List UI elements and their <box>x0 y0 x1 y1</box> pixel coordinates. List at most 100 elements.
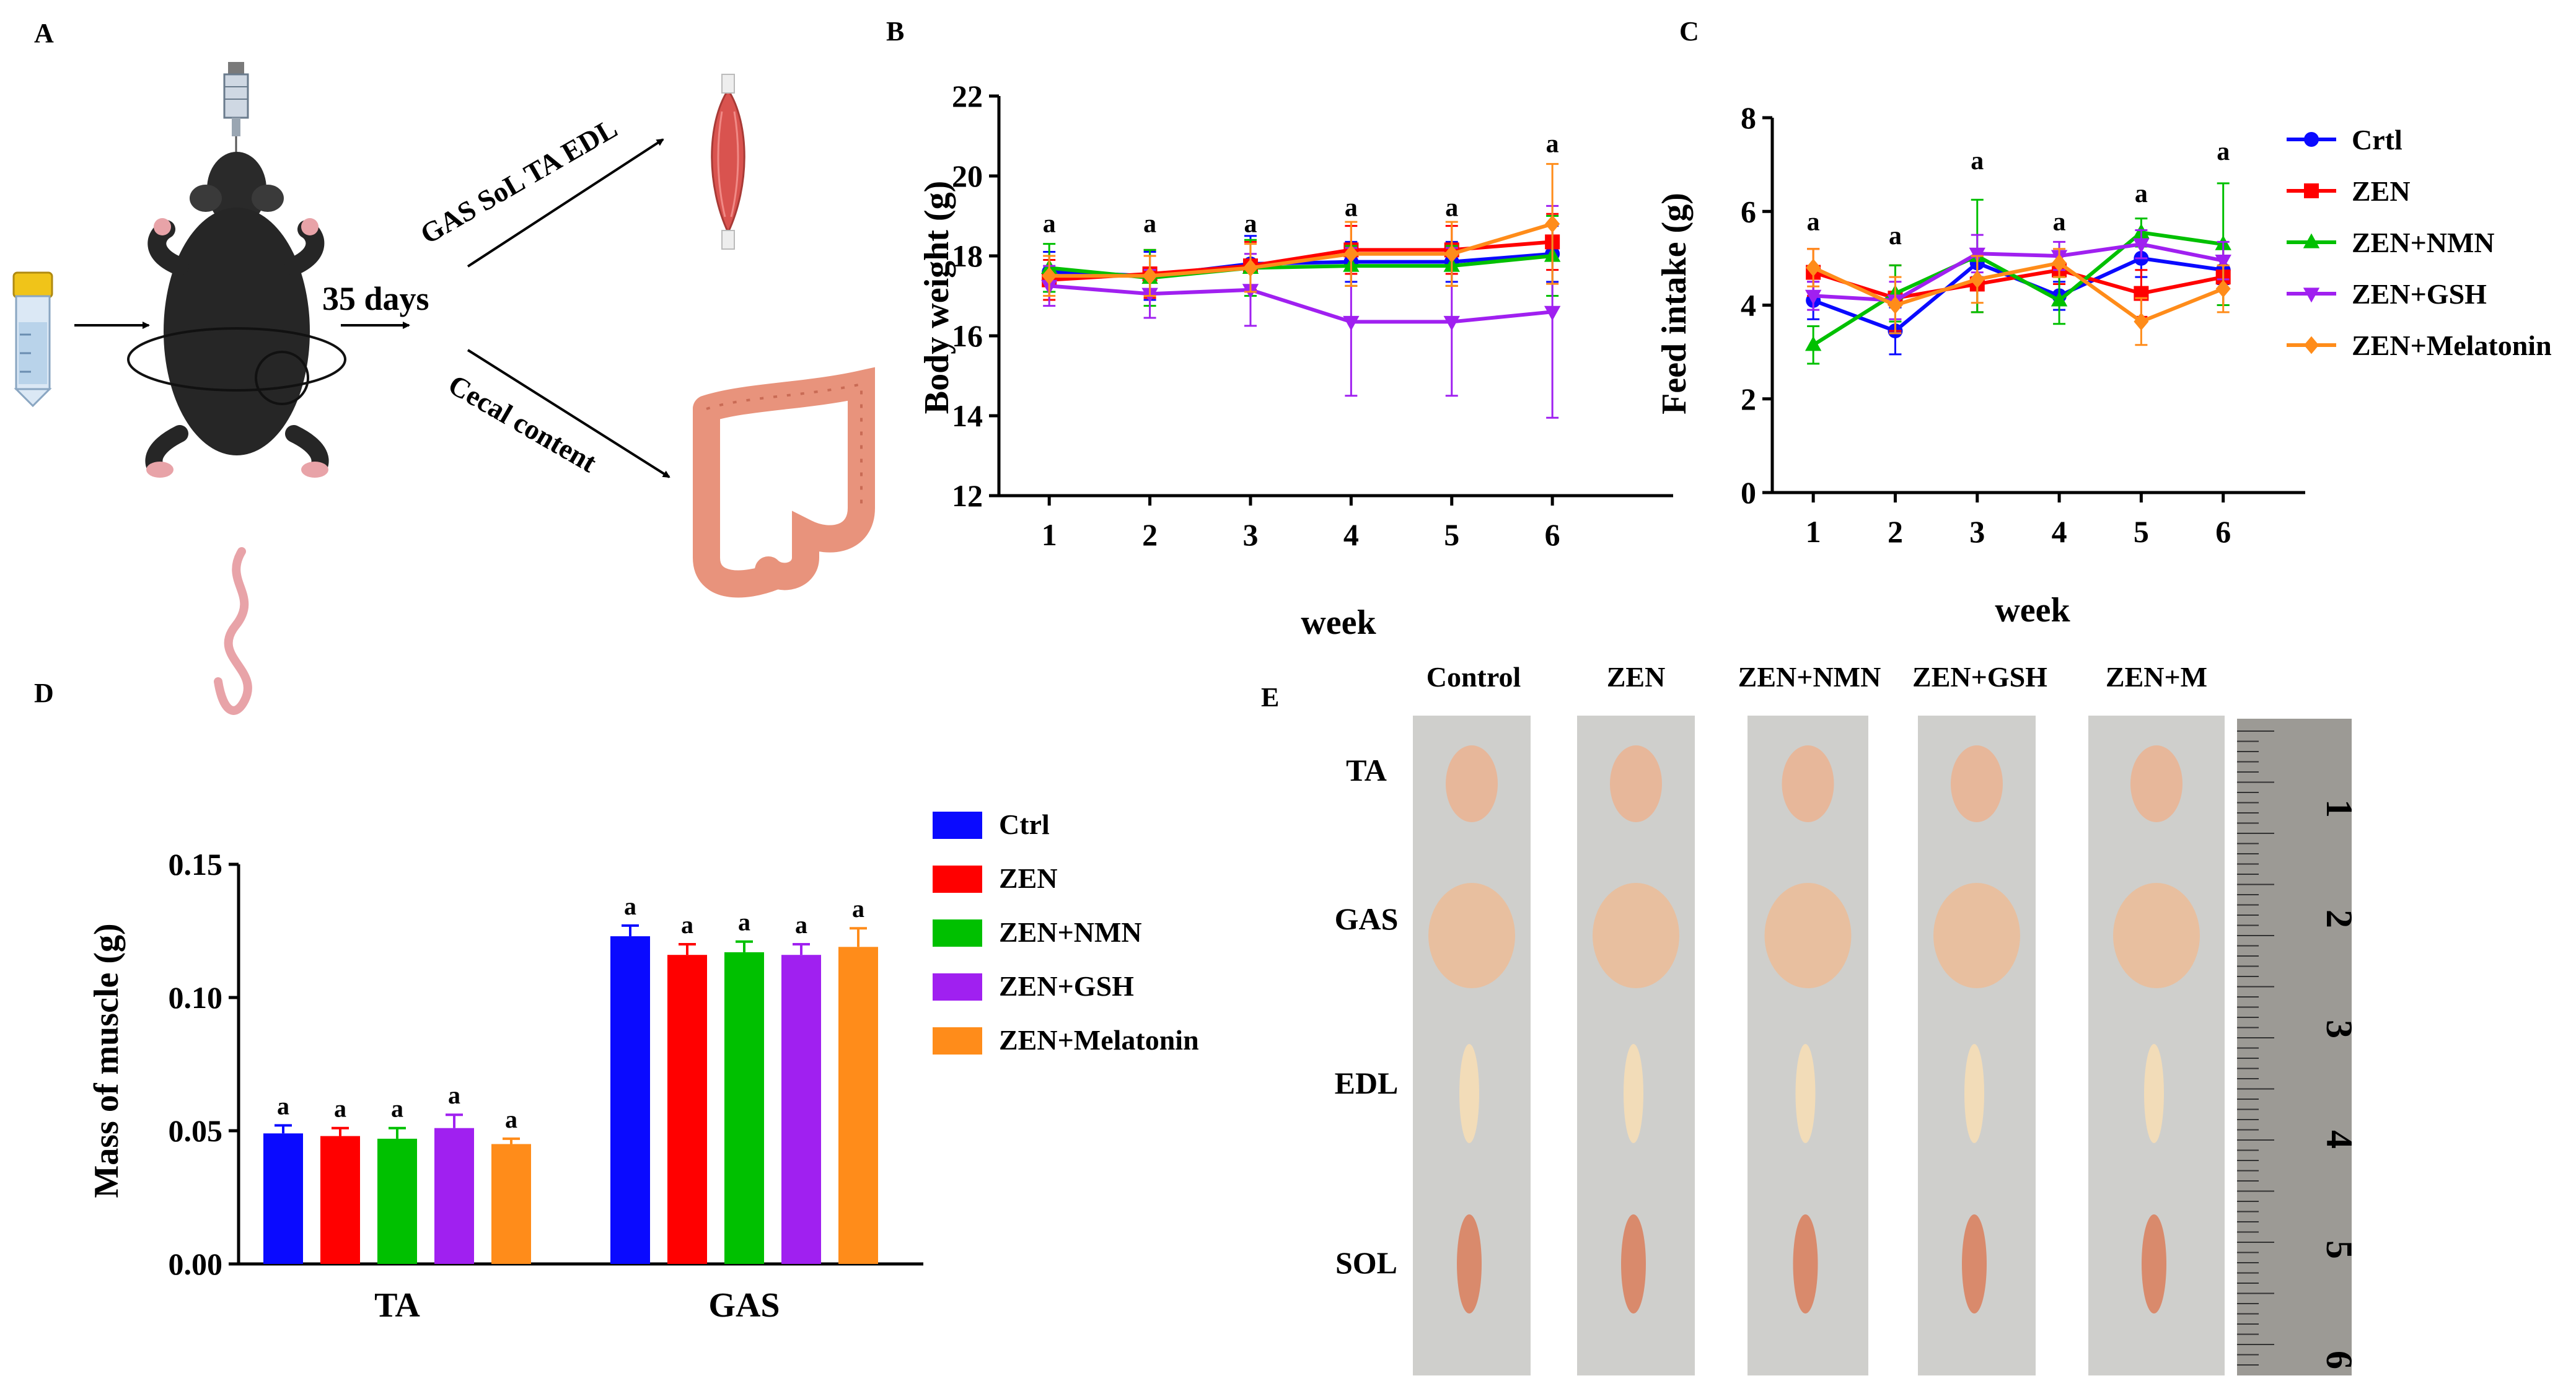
significance-label: a <box>681 911 693 939</box>
x-tick-label: 2 <box>1888 514 1903 549</box>
photo-column-label: ZEN <box>1607 661 1666 693</box>
legend-label: ZEN <box>999 862 1058 894</box>
y-tick-label: 16 <box>952 318 983 353</box>
gas-muscle-sample <box>2113 883 2200 988</box>
significance-label: a <box>391 1095 403 1123</box>
legend-marker <box>2304 132 2319 147</box>
gas-muscle-sample <box>1428 883 1515 988</box>
legend-swatch <box>933 866 982 893</box>
photo-row-label: TA <box>1346 753 1387 787</box>
bar <box>491 1144 531 1264</box>
photo-row-label: SOL <box>1335 1245 1397 1280</box>
significance-label: a <box>1445 194 1458 222</box>
significance-label: a <box>2135 180 2148 208</box>
sol-muscle-sample <box>1457 1214 1482 1314</box>
bar <box>610 936 650 1264</box>
arrow-to-cecum <box>467 349 670 478</box>
edl-muscle-sample <box>2144 1044 2164 1143</box>
ruler-number: 5 <box>2319 1240 2360 1259</box>
significance-label: a <box>277 1092 289 1120</box>
x-tick-label: 5 <box>1444 517 1459 552</box>
x-tick-label: 1 <box>1042 517 1057 552</box>
series-zen-melatonin <box>1042 163 1560 297</box>
data-point <box>1805 289 1822 305</box>
ruler-number: 1 <box>2319 799 2360 818</box>
edl-muscle-sample <box>1459 1044 1479 1143</box>
significance-label: a <box>738 908 750 936</box>
series-crtl <box>1806 239 2231 356</box>
legend-label: ZEN <box>2352 175 2411 207</box>
panel-label-a: A <box>34 18 54 48</box>
series-line <box>1048 284 1553 324</box>
data-point <box>2052 254 2067 272</box>
muscle-arrow-label: GAS SoL TA EDL <box>415 112 623 250</box>
y-tick-label: 22 <box>952 79 983 113</box>
legend-label: ZEN+NMN <box>999 916 1142 948</box>
panel-c: C Feed intake (g) week 0 2 4 6 8 1 2 3 4 5 6 a a a a a a… <box>1655 16 2552 629</box>
legend-swatch <box>933 1027 982 1055</box>
gas-muscle-sample <box>1593 883 1679 988</box>
muscle-icon <box>711 74 745 250</box>
data-point <box>2134 312 2149 331</box>
x-tick-label: 4 <box>1343 517 1359 552</box>
data-point <box>2051 291 2068 307</box>
panel-label-b: B <box>886 16 904 46</box>
edl-muscle-sample <box>1795 1044 1816 1143</box>
chart-d-legend: Ctrl ZEN ZEN+NMN ZEN+GSH ZEN+Melatonin <box>933 809 1199 1056</box>
panel-label-e: E <box>1261 682 1279 713</box>
y-tick-label: 8 <box>1741 100 1756 135</box>
muscle-photo: Control ZEN ZEN+NMN ZEN+GSH ZEN+M TA GAS EDL SOL… <box>1335 661 2360 1375</box>
y-tick-label: 0.00 <box>169 1247 223 1281</box>
ta-muscle-sample <box>1951 745 2003 822</box>
data-point <box>1343 315 1360 331</box>
panel-e: E Control ZEN ZEN+NMN ZEN+GSH ZEN+M TA GAS EDL S… <box>1261 661 2360 1375</box>
significance-label: a <box>1889 222 1902 250</box>
y-tick-label: 0.15 <box>169 847 223 882</box>
y-tick-label: 0 <box>1741 475 1756 510</box>
legend-label: ZEN+Melatonin <box>2352 330 2552 361</box>
series-zen-gsh <box>1805 229 2231 320</box>
data-point <box>2133 238 2150 253</box>
legend-label: ZEN+GSH <box>999 970 1134 1002</box>
y-tick-label: 20 <box>952 159 983 193</box>
ruler-number: 3 <box>2319 1020 2360 1038</box>
significance-label: a <box>1244 209 1257 238</box>
x-tick-label: 6 <box>1545 517 1560 552</box>
gas-muscle-sample <box>1764 883 1852 988</box>
series-line <box>1812 261 2224 324</box>
legend-label: Crtl <box>2352 124 2402 156</box>
ruler-number: 2 <box>2319 910 2360 928</box>
intestine-icon <box>693 367 875 598</box>
data-point <box>1545 215 1560 233</box>
photo-row-label: GAS <box>1335 901 1399 936</box>
x-category-label: GAS <box>708 1286 780 1325</box>
significance-label: a <box>1143 209 1156 238</box>
y-tick-label: 6 <box>1741 194 1756 229</box>
series-zen-gsh <box>1040 204 1561 419</box>
significance-label: a <box>2217 138 2230 166</box>
y-tick-label: 14 <box>952 398 983 433</box>
significance-label: a <box>1807 208 1820 237</box>
panel-label-c: C <box>1679 16 1699 46</box>
ta-muscle-sample <box>2130 745 2183 822</box>
data-point <box>1544 305 1561 321</box>
edl-muscle-sample <box>1624 1044 1643 1143</box>
gas-muscle-sample <box>1933 883 2020 988</box>
chart-c-ylabel: Feed intake (g) <box>1655 193 1694 414</box>
legend-marker <box>2304 183 2319 198</box>
legend-swatch <box>933 812 982 839</box>
photo-column-label: Control <box>1426 661 1521 693</box>
ta-muscle-sample <box>1610 745 1662 822</box>
significance-label: a <box>852 895 864 923</box>
y-tick-label: 0.10 <box>169 980 223 1015</box>
photo-row-label: EDL <box>1335 1066 1399 1100</box>
significance-label: a <box>1546 129 1559 158</box>
legend-marker <box>2303 233 2320 248</box>
significance-label: a <box>795 911 807 939</box>
significance-label: a <box>624 892 636 920</box>
y-tick-label: 4 <box>1741 288 1756 323</box>
data-point <box>1443 315 1460 331</box>
legend-label: Ctrl <box>999 809 1050 840</box>
